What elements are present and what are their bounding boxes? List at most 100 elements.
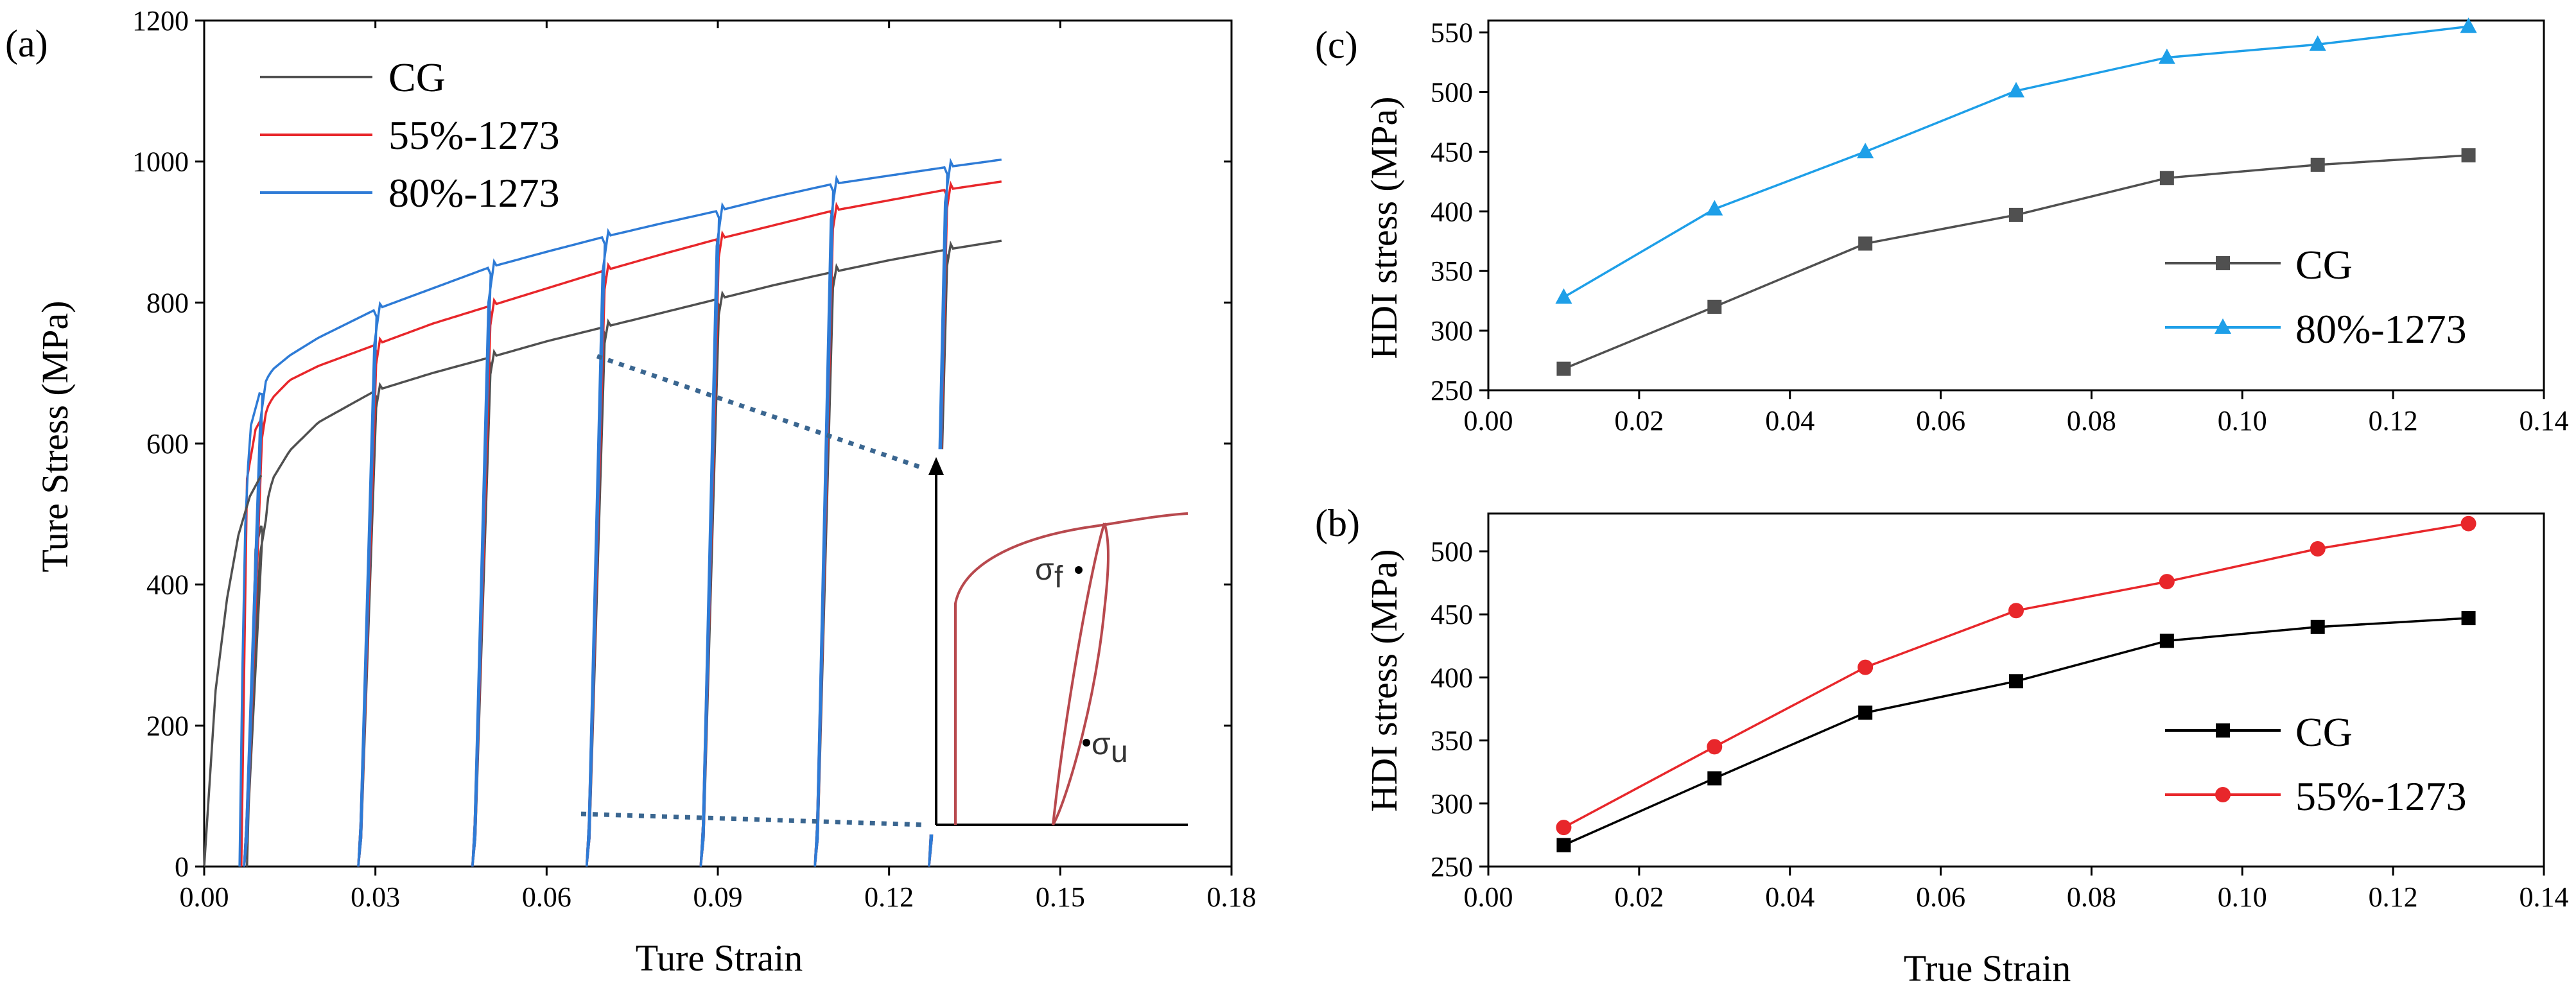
data-point-CG [2009, 674, 2023, 689]
chart-b: (b) 0.00 0.02 0.04 0.06 0.08 0.10 0.12 0.14 250 3… [1315, 502, 2569, 989]
data-point-CG [1556, 361, 1571, 376]
data-point-CG [1858, 705, 1873, 720]
panel-label-c: (c) [1315, 24, 1358, 66]
data-point-CG [2310, 157, 2325, 172]
inset-pointer-lower [580, 811, 925, 827]
legend-c: CG 80%-1273 [2165, 242, 2467, 352]
legend-marker-CG [2216, 256, 2230, 270]
chart-c: (c) 0.00 0.02 0.04 0.06 0.08 0.10 0.12 0.14 250 3… [1315, 17, 2569, 436]
legend-label-55%-1273: 55%-1273 [2295, 773, 2467, 819]
series-line-CG [243, 239, 1002, 867]
data-point-55%-1273 [2310, 541, 2326, 557]
inset-point-sigma-u [1083, 739, 1090, 747]
y-tick-label-c: 500 [1431, 76, 1473, 108]
data-point-80%-1273 [2309, 35, 2326, 51]
data-point-CG [2159, 171, 2174, 186]
y-tick-label-c: 550 [1431, 17, 1473, 49]
x-axis-label-b: True Strain [1904, 947, 2071, 989]
chart-a: (a) 0.00 0.03 0.06 0.09 0.12 0.15 0.18 0 200 400 6… [5, 5, 1257, 979]
y-tick-label-b: 250 [1431, 851, 1473, 883]
inset-hysteresis-loop [1052, 522, 1110, 825]
y-tick-label-a: 1000 [132, 146, 189, 178]
x-tick-label-c: 0.04 [1765, 405, 1815, 436]
x-tick-label-b: 0.06 [1916, 881, 1965, 913]
x-tick-label-c: 0.10 [2218, 405, 2267, 436]
data-point-CG [2461, 611, 2476, 626]
plot-frame-c [1487, 19, 2545, 392]
y-axis-label-c: HDI stress (MPa) [1363, 96, 1405, 359]
x-tick-label-b: 0.14 [2519, 881, 2569, 913]
x-tick-label-a: 0.15 [1036, 881, 1085, 913]
x-tick-label-a: 0.00 [180, 881, 229, 913]
legend-label-80%-1273: 80%-1273 [388, 170, 560, 216]
x-tick-label-a: 0.06 [522, 881, 571, 913]
y-tick-label-b: 400 [1431, 662, 1473, 693]
data-point-55%-1273 [1858, 659, 1874, 675]
y-tick-label-b: 450 [1431, 599, 1473, 630]
y-axis-label-b: HDI stress (MPa) [1363, 549, 1405, 811]
x-tick-label-c: 0.06 [1916, 405, 1965, 436]
data-point-55%-1273 [1707, 739, 1723, 755]
inset-hysteresis: σ fσ u [580, 354, 1188, 834]
y-tick-label-b: 300 [1431, 788, 1473, 820]
x-axis-label-a: Ture Strain [636, 937, 803, 979]
x-tick-label-b: 0.10 [2218, 881, 2267, 913]
x-tick-label-b: 0.02 [1614, 881, 1664, 913]
inset-curve-envelope [954, 512, 1188, 825]
x-tick-label-b: 0.12 [2369, 881, 2418, 913]
data-point-80%-1273 [1555, 288, 1572, 304]
ticks-c: 0.00 0.02 0.04 0.06 0.08 0.10 0.12 0.14 250 300 35… [1431, 17, 2569, 436]
legend-label-CG: CG [388, 55, 446, 100]
legend-b: CG 55%-1273 [2165, 709, 2467, 819]
data-point-80%-1273 [2158, 48, 2175, 64]
inset-label-sigma-u: σ [1092, 727, 1111, 761]
series-line-80%-1273 [238, 157, 1002, 867]
legend-marker-CG [2216, 723, 2230, 738]
y-tick-label-a: 800 [146, 287, 189, 318]
ticks-b: 0.00 0.02 0.04 0.06 0.08 0.10 0.12 0.14 250 300 35… [1431, 536, 2569, 913]
data-point-CG [1556, 838, 1571, 852]
legend-marker-55%-1273 [2215, 787, 2231, 802]
x-tick-label-a: 0.12 [864, 881, 914, 913]
y-tick-label-a: 400 [146, 569, 189, 601]
data-point-55%-1273 [2008, 603, 2024, 619]
panel-label-b: (b) [1315, 502, 1360, 544]
data-point-CG [1858, 236, 1873, 251]
data-point-80%-1273 [1857, 142, 1874, 159]
inset-label-sigma-f: σ [1035, 553, 1054, 587]
y-tick-label-a: 0 [175, 851, 189, 883]
y-tick-label-c: 450 [1431, 136, 1473, 168]
y-tick-label-c: 400 [1431, 196, 1473, 227]
data-point-55%-1273 [2159, 574, 2175, 590]
inset-arrowhead [928, 457, 944, 475]
data-point-CG [1707, 299, 1722, 314]
panel-label-a: (a) [5, 22, 48, 65]
legend-label-55%-1273: 55%-1273 [388, 112, 560, 158]
data-point-CG [2461, 148, 2476, 162]
x-tick-label-b: 0.04 [1765, 881, 1815, 913]
legend-label-CG: CG [2295, 242, 2353, 288]
series-line-CG-initial [203, 474, 263, 867]
x-tick-label-c: 0.12 [2369, 405, 2418, 436]
data-point-CG [2310, 619, 2325, 634]
y-tick-label-b: 500 [1431, 536, 1473, 567]
data-point-CG [1707, 771, 1722, 786]
inset-label-sigma-u-sub: u [1111, 735, 1128, 769]
legend-label-CG: CG [2295, 709, 2353, 755]
plot-frame-b [1487, 512, 2545, 868]
y-tick-label-c: 300 [1431, 315, 1473, 347]
inset-label-sigma-f-sub: f [1054, 560, 1063, 594]
x-tick-label-b: 0.08 [2067, 881, 2116, 913]
x-tick-label-a: 0.03 [351, 881, 400, 913]
x-tick-label-c: 0.08 [2067, 405, 2116, 436]
y-tick-label-a: 1200 [132, 5, 189, 37]
y-tick-label-c: 250 [1431, 375, 1473, 406]
data-point-80%-1273 [2460, 17, 2477, 33]
data-point-CG [2159, 634, 2174, 648]
ticks-a: 0.00 0.03 0.06 0.09 0.12 0.15 0.18 0 200 400 600 80… [132, 5, 1257, 913]
x-tick-label-a: 0.09 [693, 881, 743, 913]
inset-pointer-upper [596, 354, 926, 471]
x-tick-label-b: 0.00 [1464, 881, 1513, 913]
plot-area-c [1487, 17, 2545, 392]
